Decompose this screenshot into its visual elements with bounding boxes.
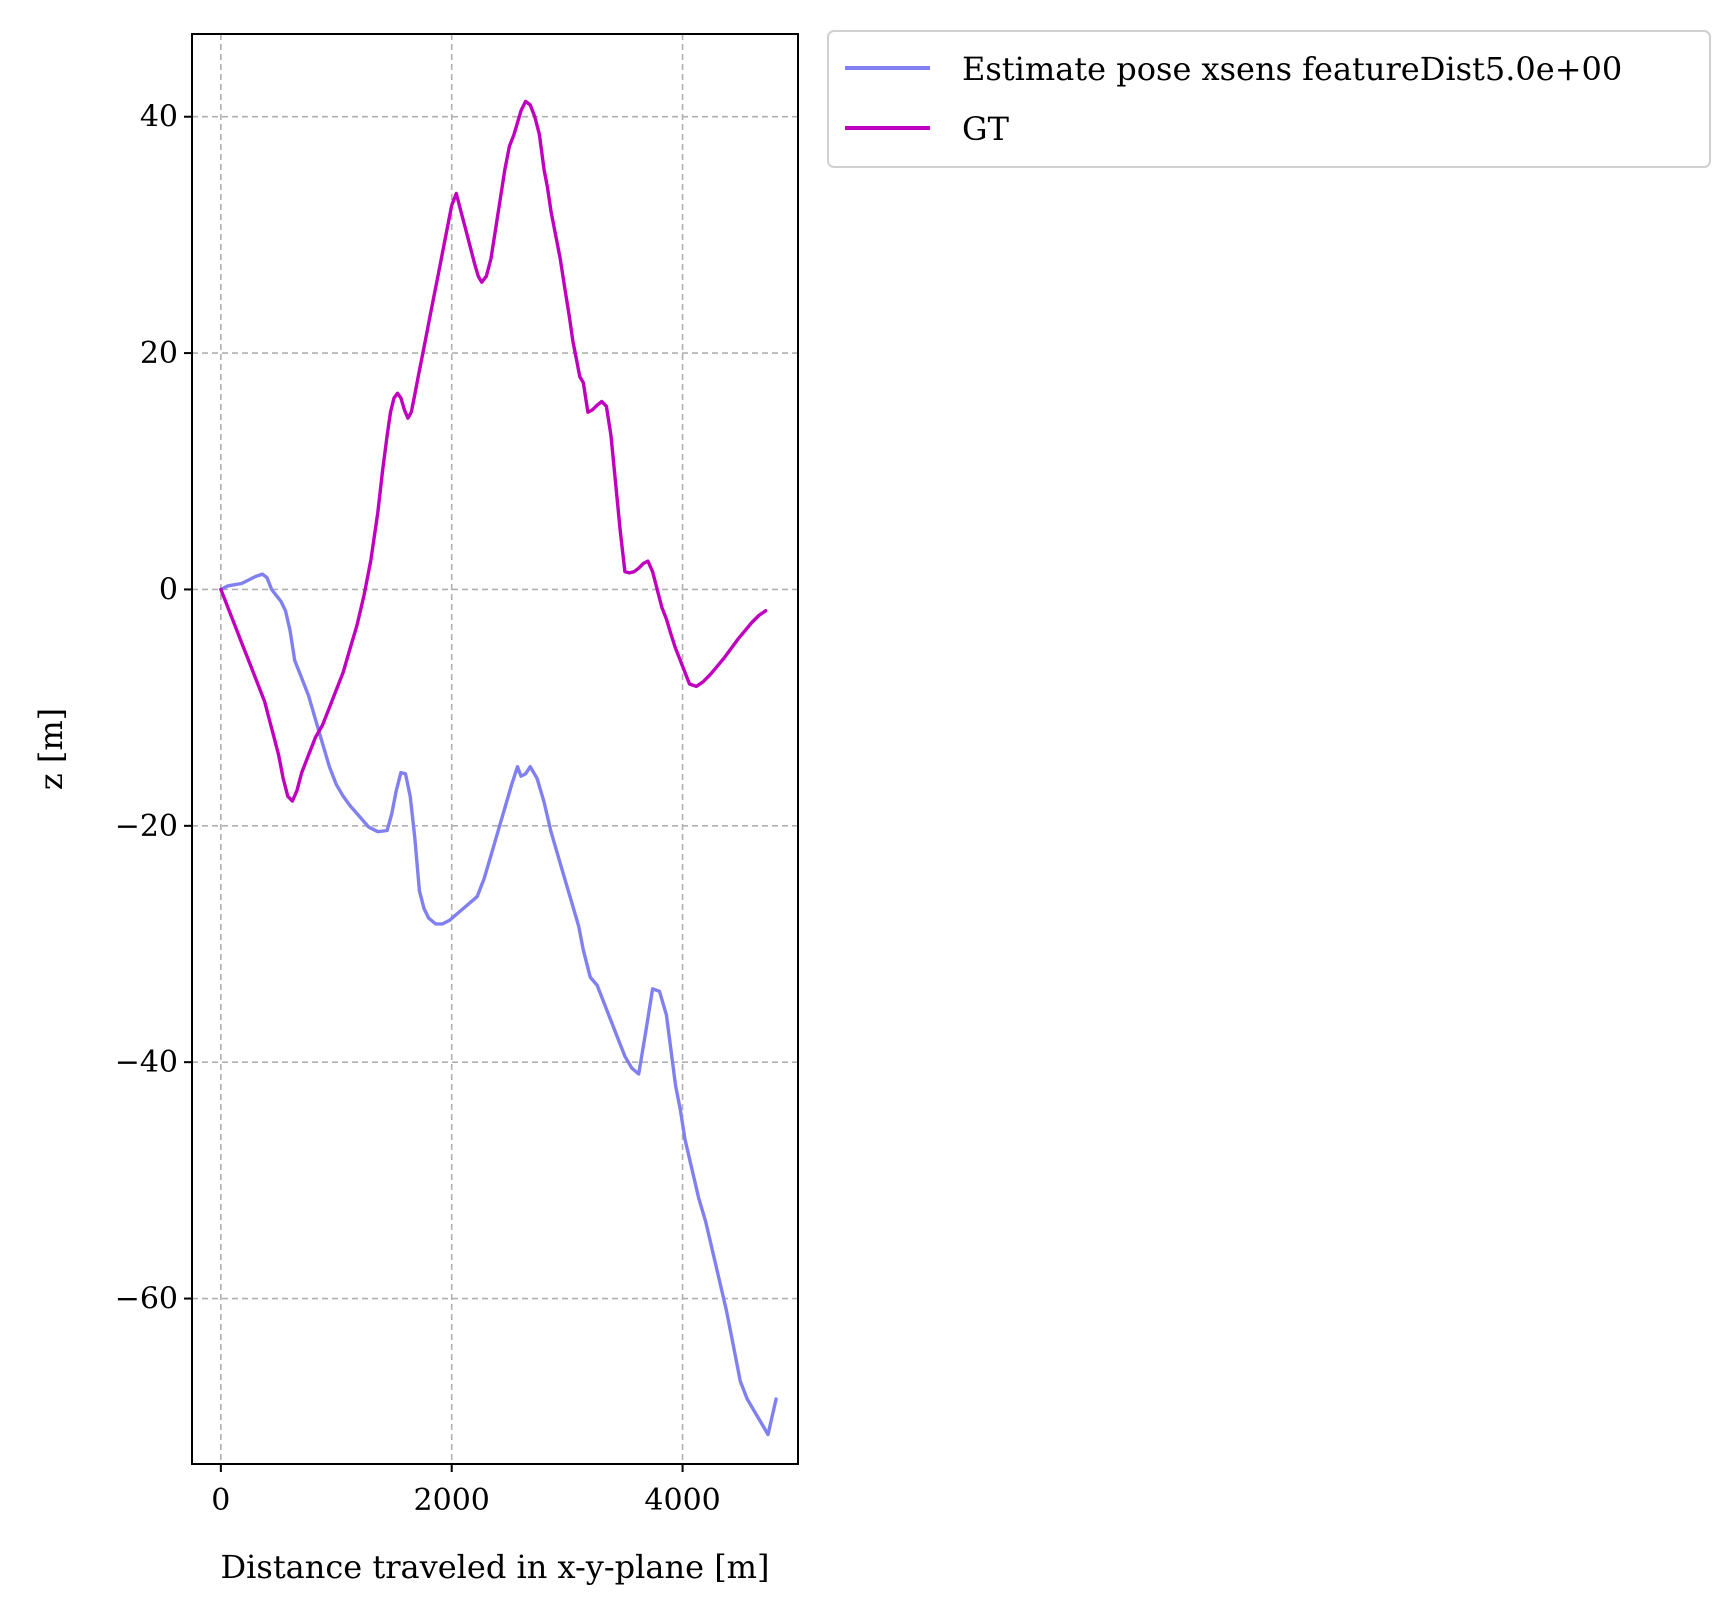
legend-frame [827,30,1711,168]
y-tick-label: −40 [115,1045,178,1080]
series-line-estimate [219,572,778,1437]
y-axis-label: z [m] [32,708,70,790]
plot-frame [191,33,799,1465]
grid [192,34,798,1464]
x-tick-label: 2000 [414,1483,490,1518]
x-tick-label: 0 [211,1483,230,1518]
x-axis-label: Distance traveled in x-y-plane [m] [221,1548,770,1586]
y-tick-label: −20 [115,809,178,844]
series-layer [219,99,778,1437]
legend-label-gt: GT [962,110,1010,148]
y-tick-label: 20 [140,336,178,371]
y-tick-label: −60 [115,1282,178,1317]
legend-label-estimate: Estimate pose xsens featureDist5.0e+00 [962,50,1622,88]
legend: Estimate pose xsens featureDist5.0e+00 G… [827,30,1711,168]
series-line-gt [219,99,768,803]
y-tick-label: 0 [159,572,178,607]
y-tick-label: 40 [140,100,178,135]
ticks: 0 2000 4000 40 20 0 −20 −40 −60 [115,100,721,1518]
x-tick-label: 4000 [644,1483,720,1518]
